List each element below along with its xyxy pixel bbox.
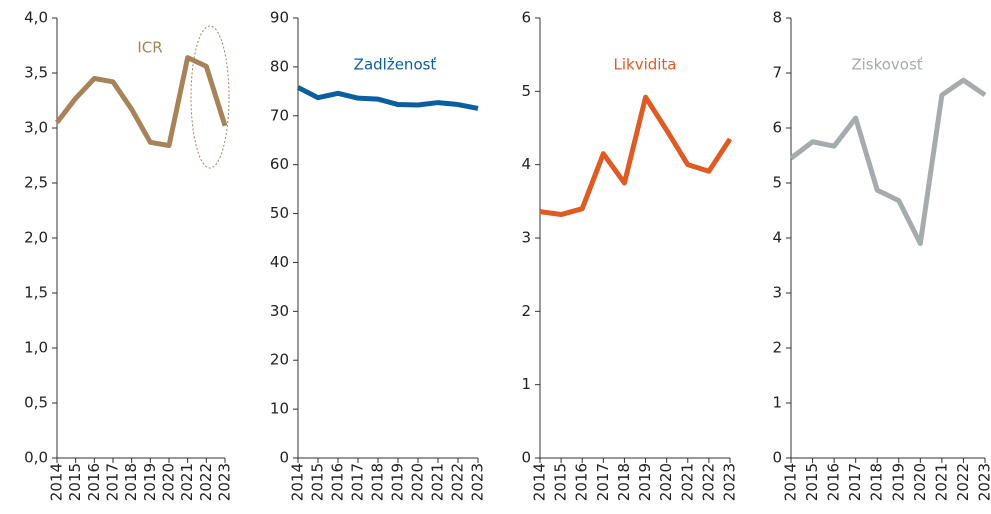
- series-label: ICR: [137, 39, 162, 57]
- y-tick-label: 70: [270, 106, 289, 124]
- x-tick-label: 2021: [678, 463, 696, 501]
- y-tick-label: 40: [270, 253, 289, 271]
- y-tick-label: 2: [521, 302, 531, 320]
- highlight-ellipse: [190, 25, 230, 169]
- y-tick-label: 2: [772, 339, 782, 357]
- y-tick-label: 8: [772, 9, 782, 27]
- x-tick-label: 2016: [573, 463, 591, 501]
- series-label: Zadlženosť: [354, 56, 437, 74]
- y-tick-label: 1: [772, 394, 782, 412]
- x-tick-label: 2017: [846, 463, 864, 501]
- x-tick-label: 2014: [531, 463, 549, 501]
- x-tick-label: 2016: [85, 463, 103, 501]
- x-tick-label: 2020: [160, 463, 178, 501]
- y-tick-label: 4: [521, 155, 531, 173]
- x-tick-label: 2023: [721, 463, 739, 501]
- y-tick-label: 0: [521, 449, 531, 467]
- y-tick-label: 6: [521, 9, 531, 27]
- y-tick-label: 3,0: [24, 119, 48, 137]
- y-tick-label: 4: [772, 229, 782, 247]
- x-tick-label: 2020: [657, 463, 675, 501]
- y-tick-label: 3: [772, 284, 782, 302]
- y-tick-label: 0: [279, 449, 289, 467]
- x-tick-label: 2022: [449, 463, 467, 501]
- x-tick-label: 2018: [868, 463, 886, 501]
- y-tick-label: 0,5: [24, 394, 48, 412]
- x-tick-label: 2019: [889, 463, 907, 501]
- x-tick-label: 2014: [48, 463, 66, 501]
- x-tick-label: 2014: [289, 463, 307, 501]
- data-line: [789, 77, 987, 246]
- x-tick-label: 2020: [409, 463, 427, 501]
- x-tick-label: 2017: [594, 463, 612, 501]
- y-tick-label: 5: [772, 174, 782, 192]
- x-tick-label: 2015: [552, 463, 570, 501]
- y-tick-label: 50: [270, 204, 289, 222]
- x-tick-label: 2019: [389, 463, 407, 501]
- data-line: [539, 94, 733, 218]
- x-tick-label: 2021: [178, 463, 196, 501]
- x-tick-label: 2016: [825, 463, 843, 501]
- series-label: Likvidita: [613, 56, 676, 74]
- x-tick-label: 2018: [122, 463, 140, 501]
- y-tick-label: 3,5: [24, 64, 48, 82]
- y-tick-label: 10: [270, 400, 289, 418]
- x-tick-label: 2023: [976, 463, 991, 501]
- x-tick-label: 2015: [309, 463, 327, 501]
- x-tick-label: 2021: [429, 463, 447, 501]
- y-tick-label: 5: [521, 82, 531, 100]
- x-tick-label: 2015: [803, 463, 821, 501]
- x-tick-label: 2019: [636, 463, 654, 501]
- series-label: Ziskovosť: [851, 56, 922, 74]
- x-tick-label: 2018: [369, 463, 387, 501]
- x-tick-label: 2014: [782, 463, 800, 501]
- y-tick-label: 1,0: [24, 339, 48, 357]
- x-tick-label: 2018: [615, 463, 633, 501]
- y-tick-label: 2,0: [24, 229, 48, 247]
- data-line: [55, 55, 228, 149]
- y-tick-label: 0: [772, 449, 782, 467]
- y-tick-label: 4,0: [24, 9, 48, 27]
- y-tick-label: 0,0: [24, 449, 48, 467]
- y-tick-label: 6: [772, 119, 782, 137]
- x-tick-label: 2017: [349, 463, 367, 501]
- y-tick-label: 20: [270, 351, 289, 369]
- y-tick-label: 60: [270, 155, 289, 173]
- x-tick-label: 2015: [66, 463, 84, 501]
- x-tick-label: 2020: [911, 463, 929, 501]
- x-tick-label: 2021: [932, 463, 950, 501]
- y-tick-label: 30: [270, 302, 289, 320]
- x-tick-label: 2016: [329, 463, 347, 501]
- y-tick-label: 7: [772, 64, 782, 82]
- x-tick-label: 2023: [469, 463, 487, 501]
- data-line: [296, 85, 479, 111]
- y-tick-label: 3: [521, 229, 531, 247]
- y-tick-label: 1: [521, 375, 531, 393]
- x-tick-label: 2019: [141, 463, 159, 501]
- y-tick-label: 2,5: [24, 174, 48, 192]
- x-tick-label: 2022: [699, 463, 717, 501]
- y-tick-label: 90: [270, 9, 289, 27]
- x-tick-label: 2017: [104, 463, 122, 501]
- x-tick-label: 2022: [197, 463, 215, 501]
- x-tick-label: 2022: [954, 463, 972, 501]
- y-tick-label: 1,5: [24, 284, 48, 302]
- x-tick-label: 2023: [216, 463, 234, 501]
- y-tick-label: 80: [270, 57, 289, 75]
